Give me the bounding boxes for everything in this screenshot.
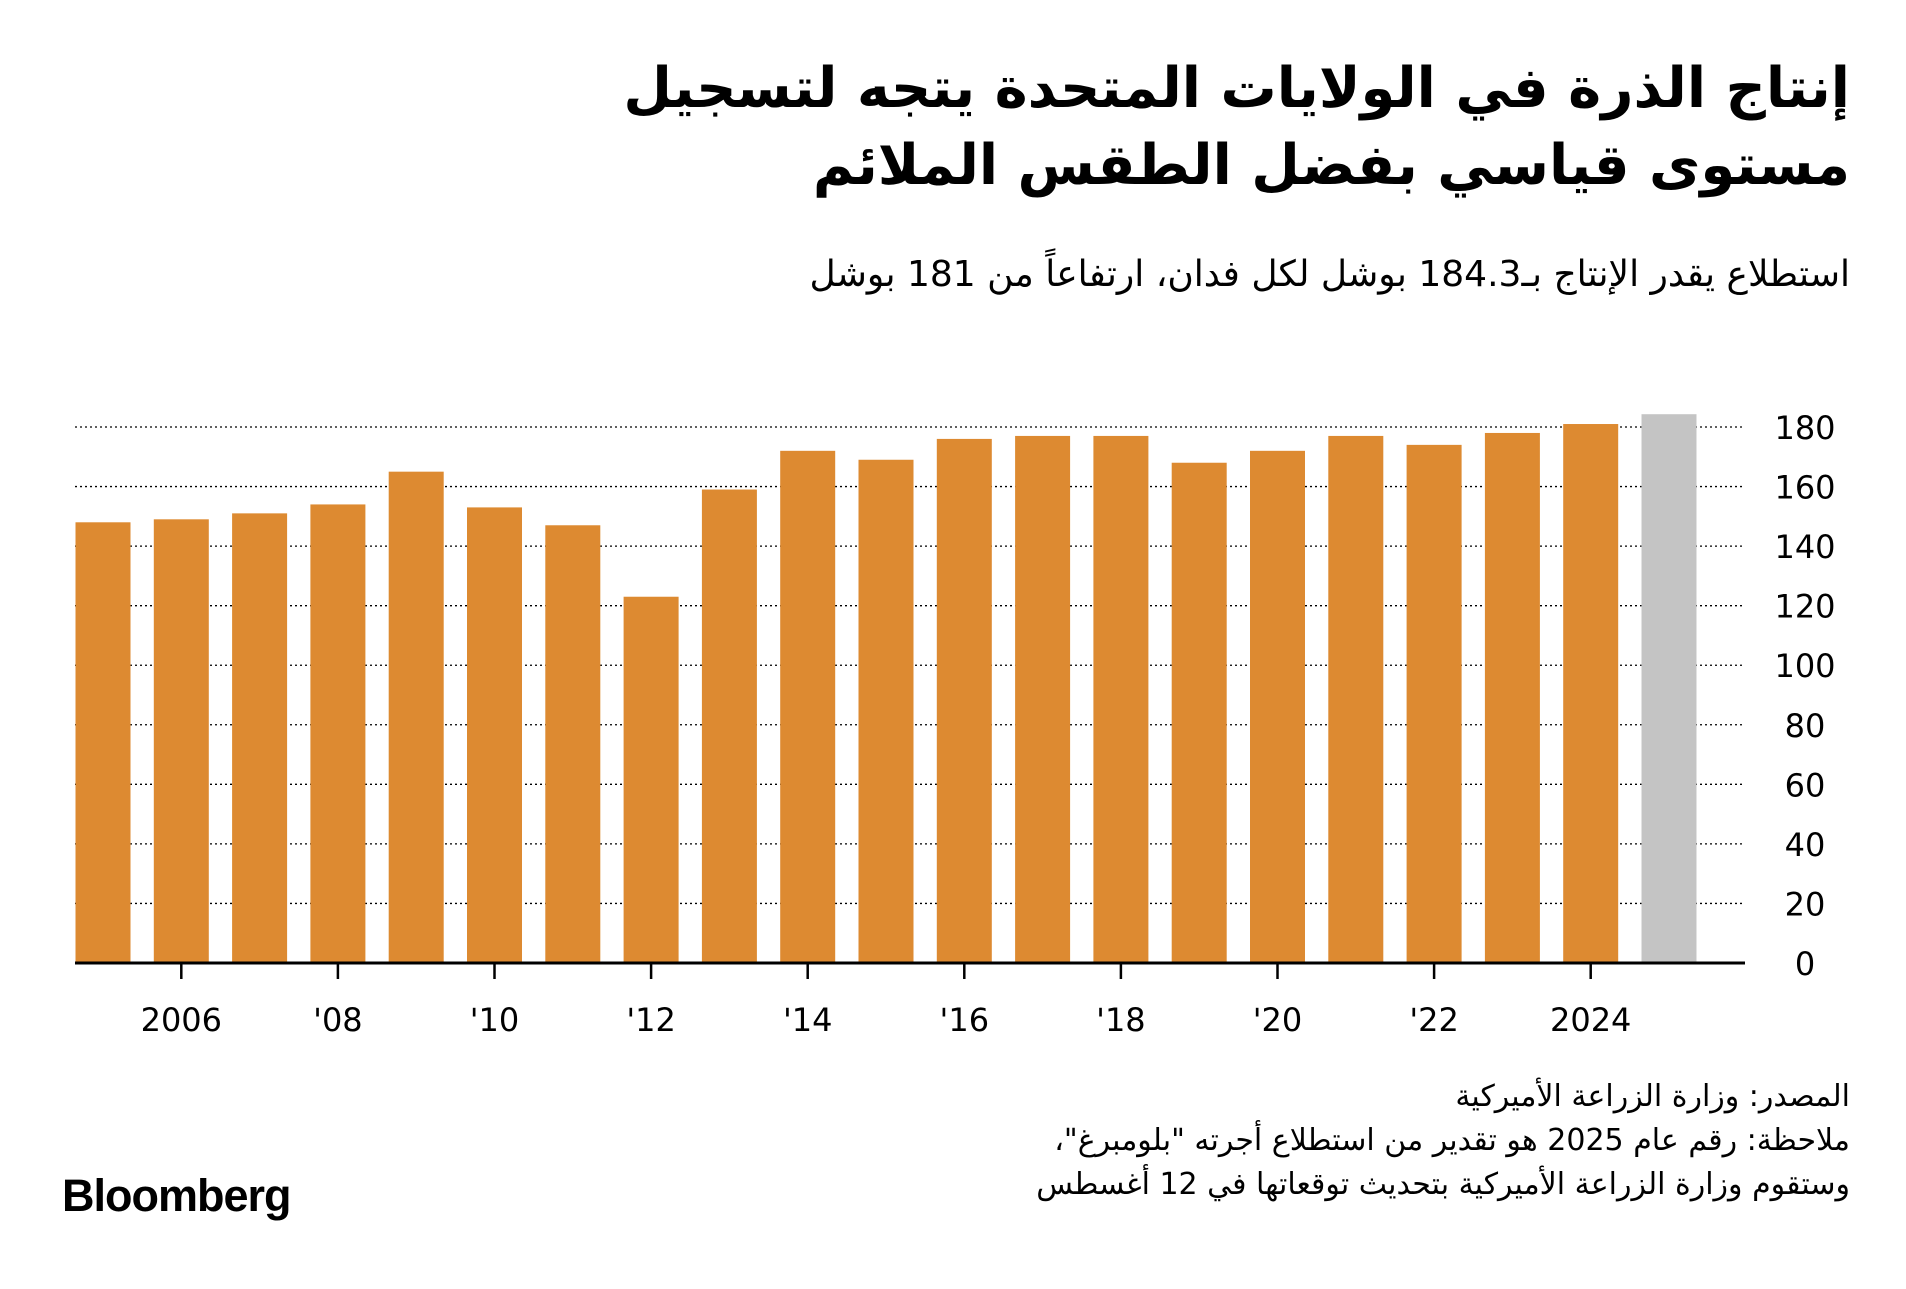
bar bbox=[780, 450, 836, 963]
y-tick-label: 160 bbox=[1774, 469, 1835, 507]
footnotes: المصدر: وزارة الزراعة الأميركية ملاحظة: … bbox=[750, 1075, 1850, 1207]
bar bbox=[1250, 450, 1305, 963]
bar bbox=[153, 519, 209, 963]
chart-subtitle: استطلاع يقدر الإنتاج بـ184.3 بوشل لكل فد… bbox=[809, 254, 1850, 295]
bar bbox=[936, 438, 992, 963]
bar bbox=[310, 504, 366, 963]
x-tick-label: '10 bbox=[470, 1001, 520, 1039]
x-tick-label: 2006 bbox=[141, 1001, 222, 1039]
bar bbox=[467, 507, 522, 963]
x-tick-label: '14 bbox=[783, 1001, 833, 1039]
bar bbox=[545, 525, 601, 963]
bar bbox=[1406, 444, 1462, 963]
y-tick-label: 0 bbox=[1795, 945, 1815, 983]
bar bbox=[1328, 435, 1384, 963]
y-tick-label: 80 bbox=[1785, 707, 1826, 745]
x-tick-label: '22 bbox=[1409, 1001, 1459, 1039]
bar bbox=[701, 489, 757, 963]
bar bbox=[858, 459, 914, 963]
y-tick-label: 120 bbox=[1774, 588, 1835, 626]
bar bbox=[1015, 435, 1071, 963]
bar-estimate bbox=[1641, 414, 1697, 963]
title-line-2: مستوى قياسي بفضل الطقس الملائم bbox=[812, 133, 1850, 198]
title-line-1: إنتاج الذرة في الولايات المتحدة يتجه لتس… bbox=[623, 56, 1850, 121]
bar bbox=[1171, 462, 1227, 963]
y-tick-label: 60 bbox=[1785, 766, 1826, 804]
x-tick-label: 2024 bbox=[1550, 1001, 1631, 1039]
chart-title: إنتاج الذرة في الولايات المتحدة يتجه لتس… bbox=[350, 50, 1850, 204]
bar-chart: 0 20 40 60 80 100 120 140 160 180 2006 '08 '10 '12 '14… bbox=[75, 409, 1836, 1039]
x-tick-label: '18 bbox=[1096, 1001, 1146, 1039]
bloomberg-logo: Bloomberg bbox=[62, 1170, 292, 1221]
bar bbox=[75, 522, 131, 963]
bar bbox=[1093, 435, 1149, 963]
bar bbox=[232, 513, 288, 963]
x-tick-label: '12 bbox=[626, 1001, 676, 1039]
y-tick-label: 100 bbox=[1774, 647, 1835, 685]
bar bbox=[1563, 424, 1619, 963]
x-tick-label: '08 bbox=[313, 1001, 363, 1039]
note-line-2: وستقوم وزارة الزراعة الأميركية بتحديث تو… bbox=[1036, 1167, 1850, 1202]
bar bbox=[1484, 432, 1540, 963]
y-tick-label: 20 bbox=[1785, 885, 1826, 923]
bar bbox=[388, 471, 444, 963]
y-tick-label: 40 bbox=[1785, 826, 1826, 864]
y-tick-label: 180 bbox=[1774, 409, 1835, 447]
x-tick-label: '16 bbox=[940, 1001, 990, 1039]
source-note: المصدر: وزارة الزراعة الأميركية bbox=[1455, 1079, 1850, 1114]
note-line-1: ملاحظة: رقم عام 2025 هو تقدير من استطلاع… bbox=[1054, 1123, 1850, 1158]
bar bbox=[623, 596, 679, 963]
x-tick-label: '20 bbox=[1253, 1001, 1303, 1039]
y-tick-label: 140 bbox=[1774, 528, 1835, 566]
